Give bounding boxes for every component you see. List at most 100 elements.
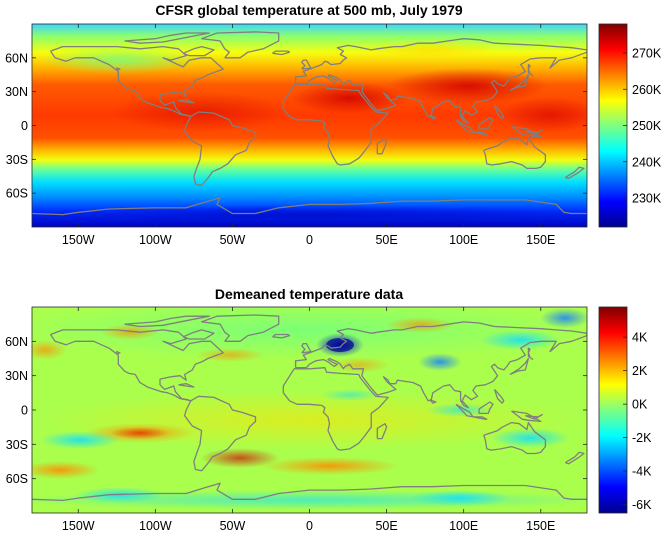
coastline	[376, 138, 388, 155]
coastlines-bottom	[32, 314, 587, 502]
coastline	[116, 67, 121, 71]
coastlines-top	[32, 31, 587, 216]
coastline	[282, 367, 389, 451]
coastline	[493, 104, 505, 120]
y-tick-label: 60N	[5, 335, 28, 349]
colorbar-tick-label: -4K	[632, 465, 652, 479]
temperature-map-panel: CFSR global temperature at 500 mb, July …	[5, 2, 662, 247]
coastline	[295, 51, 587, 124]
x-tick-label: 50E	[375, 519, 397, 533]
y-tick-label: 60S	[6, 187, 28, 201]
coastline	[49, 329, 224, 402]
coastline	[178, 383, 195, 388]
coastline	[183, 395, 257, 472]
x-tick-label: 150W	[62, 519, 95, 533]
x-tick-label: 0	[306, 233, 313, 247]
coastline	[49, 45, 224, 118]
coastline	[294, 38, 587, 84]
y-tick-label: 30N	[5, 369, 28, 383]
coastline	[527, 63, 534, 77]
y-axis-bottom: 60N 30N 0 30S 60S	[5, 335, 587, 486]
coastline	[429, 114, 437, 120]
colorbar-tick-label: -6K	[632, 498, 652, 512]
coastline	[272, 333, 291, 339]
coastline	[472, 131, 488, 136]
x-tick-label: 150E	[526, 233, 555, 247]
coastline	[182, 45, 215, 57]
coastline	[525, 129, 543, 136]
coastline	[429, 399, 437, 404]
coastline	[511, 125, 542, 138]
x-tick-label: 100W	[139, 233, 172, 247]
demeaned-map-panel: Demeaned temperature data 60N30N030S60S …	[5, 286, 652, 533]
colorbar-top	[598, 23, 628, 228]
y-tick-label: 30S	[6, 153, 28, 167]
x-tick-label: 0	[306, 519, 313, 533]
colorbar-tick-label: -2K	[632, 431, 652, 445]
x-tick-label: 50E	[375, 233, 397, 247]
coastline	[124, 315, 210, 328]
colorbar-bottom	[598, 306, 628, 514]
coastline	[527, 347, 534, 361]
x-tick-label: 150W	[62, 233, 95, 247]
coastline	[282, 83, 389, 166]
colorbar-tick-label: 2K	[632, 364, 648, 378]
coastline	[182, 329, 215, 340]
x-tick-label: 100E	[449, 519, 478, 533]
temperature-heatmap	[32, 24, 587, 227]
coastline	[32, 482, 587, 502]
coastline	[478, 401, 494, 415]
colorbar-tick-label: 270K	[632, 47, 662, 61]
coastline	[124, 32, 210, 44]
chart-title-top: CFSR global temperature at 500 mb, July …	[155, 2, 463, 18]
coastline	[525, 413, 543, 420]
coastline	[493, 388, 505, 404]
coastline	[483, 421, 547, 455]
x-tick-label: 50W	[220, 519, 246, 533]
x-tick-label: 100W	[139, 519, 172, 533]
coastline	[565, 451, 585, 465]
x-tick-label: 100E	[449, 233, 478, 247]
y-tick-label: 0	[21, 119, 28, 133]
colorbar-tick-label: 240K	[632, 155, 662, 169]
coastline	[483, 137, 547, 170]
colorbar-tick-label: 0K	[632, 398, 648, 412]
coastline	[472, 416, 488, 420]
coastline	[301, 59, 312, 70]
colorbar-tick-label: 250K	[632, 119, 662, 133]
coastline	[509, 74, 530, 92]
coastline	[376, 423, 388, 440]
y-tick-label: 60S	[6, 472, 28, 486]
coastline	[200, 31, 280, 59]
colorbar-ticks-top: 270K 260K 250K 240K 230K	[623, 47, 662, 206]
y-axis-top: 60N 30N 0 30S 60S	[5, 51, 587, 201]
coastline	[116, 350, 121, 355]
y-tick-label: 30N	[5, 85, 28, 99]
y-tick-label: 60N	[5, 51, 28, 65]
coastline	[301, 342, 312, 354]
x-axis-bottom: 150W 100W 50W 0 50E 100E 150E	[62, 307, 555, 533]
coastline	[32, 197, 587, 216]
y-tick-label: 0	[21, 404, 28, 418]
coastline	[183, 111, 257, 186]
coastline	[272, 50, 291, 56]
coastline	[295, 334, 587, 409]
coastline	[178, 98, 195, 104]
coastline	[200, 314, 280, 342]
coastline	[511, 410, 542, 423]
colorbar-tick-label: 260K	[632, 83, 662, 97]
x-tick-label: 150E	[526, 519, 555, 533]
coastline	[565, 166, 585, 180]
colorbar-tick-label: 230K	[632, 192, 662, 206]
demeaned-heatmap	[32, 307, 587, 513]
coastline	[294, 321, 587, 368]
x-axis-top: 150W 100W 50W 0 50E 100E 150E	[62, 24, 555, 247]
chart-title-bottom: Demeaned temperature data	[215, 286, 404, 302]
y-tick-label: 30S	[6, 438, 28, 452]
x-tick-label: 50W	[220, 233, 246, 247]
colorbar-tick-label: 4K	[632, 331, 648, 345]
colorbar-ticks-bottom: 4K 2K 0K -2K -4K -6K	[623, 331, 652, 512]
coastline	[509, 357, 530, 376]
coastline	[478, 116, 494, 130]
